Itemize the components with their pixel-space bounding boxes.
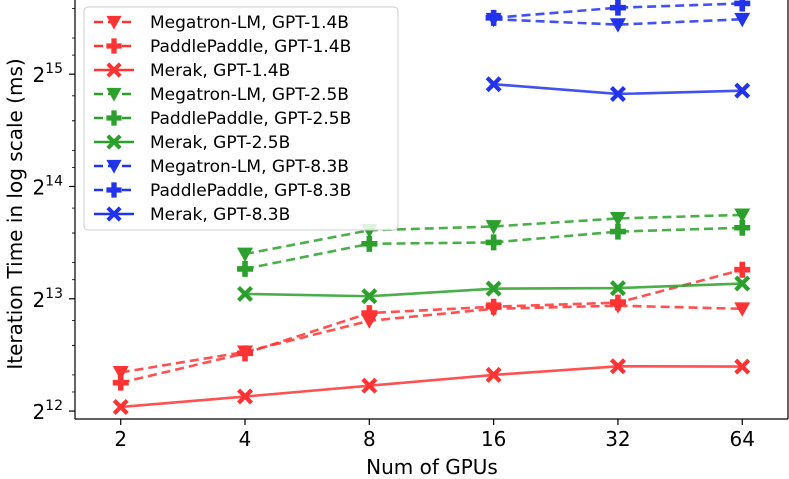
series-line: [120, 304, 743, 374]
series-5: [237, 219, 751, 277]
legend-entry: PaddlePaddle, GPT-2.5B: [94, 109, 351, 129]
legend-entry: Megatron-LM, GPT-2.5B: [94, 85, 349, 105]
data-point: [734, 358, 751, 375]
series-line: [120, 268, 743, 384]
series-line: [244, 226, 743, 271]
legend-entry: Merak, GPT-8.3B: [94, 205, 290, 225]
series-6: [237, 275, 751, 305]
series-1: [112, 299, 751, 381]
data-point: [112, 365, 129, 381]
legend-marker: [106, 182, 122, 198]
series-line: [244, 213, 743, 256]
legend-entry: PaddlePaddle, GPT-1.4B: [94, 37, 351, 57]
x-tick-label: 32: [605, 427, 630, 451]
x-axis-label: Num of GPUs: [366, 455, 498, 479]
legend: Megatron-LM, GPT-1.4B PaddlePaddle, GPT-1…: [83, 6, 399, 231]
legend-label: Megatron-LM, GPT-1.4B: [150, 13, 349, 33]
data-point: [609, 280, 626, 297]
data-point: [485, 298, 502, 315]
data-point: [485, 9, 502, 26]
data-point: [609, 85, 626, 102]
data-point: [112, 399, 129, 415]
data-point: [361, 235, 378, 252]
legend-marker: [106, 62, 122, 78]
legend-marker: [106, 206, 122, 222]
legend-label: Merak, GPT-1.4B: [150, 61, 290, 81]
legend-label: PaddlePaddle, GPT-1.4B: [150, 37, 351, 57]
series-3: [112, 358, 751, 415]
data-point: [237, 247, 254, 262]
x-tick-label: 2: [114, 427, 127, 451]
data-point: [734, 219, 751, 236]
data-point: [609, 294, 626, 311]
data-point: [734, 0, 751, 12]
data-point: [237, 260, 254, 277]
series-9: [485, 76, 751, 102]
y-tick-label: 212: [32, 398, 63, 424]
legend-marker: [106, 87, 122, 102]
series-8: [485, 0, 751, 26]
data-point: [734, 302, 751, 317]
legend-entry: Merak, GPT-1.4B: [94, 61, 290, 81]
legend-marker: [106, 15, 122, 30]
data-point: [361, 314, 378, 329]
data-point: [361, 377, 378, 394]
legend-marker: [106, 159, 122, 174]
data-point: [609, 212, 626, 227]
data-point: [485, 76, 502, 93]
x-axis: 2 4 8 16 32 64: [114, 419, 755, 451]
legend-label: Megatron-LM, GPT-2.5B: [150, 85, 349, 105]
series-line: [120, 364, 743, 409]
data-point: [734, 261, 751, 278]
y-tick-label: 215: [32, 61, 63, 87]
data-point: [734, 208, 751, 223]
x-tick-label: 8: [363, 427, 376, 451]
data-point: [361, 288, 378, 305]
data-point: [609, 223, 626, 240]
legend-entry: Merak, GPT-2.5B: [94, 133, 290, 153]
legend-label: Megatron-LM, GPT-8.3B: [150, 157, 349, 177]
legend-entry: PaddlePaddle, GPT-8.3B: [94, 181, 351, 201]
data-point: [237, 285, 254, 302]
data-point: [485, 220, 502, 235]
data-point: [485, 366, 502, 383]
x-tick-label: 4: [239, 427, 252, 451]
legend-marker: [106, 38, 122, 54]
data-point: [485, 280, 502, 297]
plot-frame: [74, 0, 789, 420]
data-point: [485, 234, 502, 251]
series-2: [112, 261, 751, 391]
data-point: [734, 12, 751, 28]
data-point: [609, 18, 626, 33]
series-layer: [112, 0, 751, 415]
legend-entry: Megatron-LM, GPT-1.4B: [94, 13, 349, 33]
x-tick-label: 64: [730, 427, 755, 451]
legend-label: Merak, GPT-8.3B: [150, 205, 290, 225]
legend-box: [83, 6, 399, 231]
data-point: [734, 82, 751, 99]
legend-label: PaddlePaddle, GPT-8.3B: [150, 181, 351, 201]
data-point: [237, 388, 254, 405]
y-axis: 212 213 214 215: [32, 8, 75, 424]
legend-entry: Megatron-LM, GPT-8.3B: [94, 157, 349, 177]
data-point: [734, 275, 751, 292]
y-tick-label: 214: [32, 173, 63, 199]
data-point: [112, 374, 129, 391]
y-axis-label: Iteration Time in log scale (ms): [3, 58, 27, 369]
legend-label: PaddlePaddle, GPT-2.5B: [150, 109, 351, 129]
data-point: [237, 345, 254, 362]
x-tick-label: 16: [481, 427, 506, 451]
y-tick-label: 213: [32, 286, 63, 312]
data-point: [609, 0, 626, 16]
data-point: [609, 358, 626, 375]
data-point: [361, 305, 378, 322]
legend-marker: [106, 110, 122, 126]
legend-label: Merak, GPT-2.5B: [150, 133, 290, 153]
legend-marker: [106, 134, 122, 150]
